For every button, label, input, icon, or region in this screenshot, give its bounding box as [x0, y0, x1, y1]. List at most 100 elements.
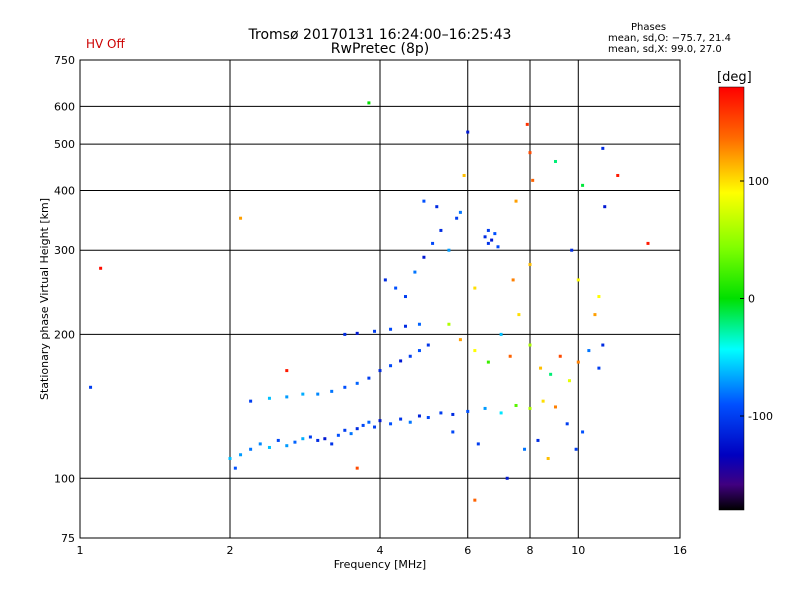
scatter-point [239, 216, 243, 220]
scatter-point [439, 228, 443, 232]
scatter-point [514, 403, 518, 407]
scatter-point [447, 322, 451, 326]
scatter-point [455, 216, 459, 220]
scatter-point [553, 159, 557, 163]
scatter-point [343, 332, 347, 336]
scatter-point [493, 232, 497, 236]
scatter-point [546, 456, 550, 460]
scatter-point [417, 322, 421, 326]
scatter-point [473, 498, 477, 502]
scatter-point [301, 392, 305, 396]
scatter-point [293, 440, 297, 444]
grid-lines [80, 60, 680, 538]
x-axis-ticks: 1 2 4 6 8 10 16 [77, 544, 688, 557]
scatter-point [462, 173, 466, 177]
x-tick-label: 10 [571, 544, 585, 557]
scatter-point [536, 438, 540, 442]
scatter-point [601, 343, 605, 347]
scatter-point [403, 295, 407, 299]
x-tick-label: 16 [673, 544, 687, 557]
scatter-point [486, 241, 490, 245]
scatter-point [587, 349, 591, 353]
scatter-point [476, 442, 480, 446]
scatter-point [576, 360, 580, 364]
scatter-point [483, 406, 487, 410]
scatter-point [239, 453, 243, 457]
scatter-point [336, 433, 340, 437]
scatter-point [499, 332, 503, 336]
scatter-point [399, 359, 403, 363]
scatter-point [473, 286, 477, 290]
y-tick-label: 500 [54, 138, 75, 151]
colorbar-tick-label: -100 [748, 410, 773, 423]
data-points [89, 101, 650, 502]
scatter-point [285, 395, 289, 399]
scatter-point [323, 437, 327, 441]
scatter-point [276, 438, 280, 442]
scatter-point [394, 286, 398, 290]
scatter-point [451, 412, 455, 416]
scatter-point [466, 409, 470, 413]
scatter-point [258, 442, 262, 446]
scatter-point [367, 101, 371, 105]
y-tick-label: 400 [54, 184, 75, 197]
scatter-point [490, 238, 494, 242]
scatter-point [603, 205, 607, 209]
scatter-point [330, 389, 334, 393]
scatter-point [355, 331, 359, 335]
scatter-point [473, 349, 477, 353]
scatter-point [355, 381, 359, 385]
scatter-point [581, 430, 585, 434]
scatter-point [389, 364, 393, 368]
colorbar-unit-label: [deg] [717, 70, 752, 85]
y-tick-label: 600 [54, 100, 75, 113]
scatter-point [528, 263, 532, 267]
x-tick-label: 8 [527, 544, 534, 557]
scatter-point [249, 447, 253, 451]
scatter-point [597, 366, 601, 370]
scatter-point [565, 422, 569, 426]
scatter-point [567, 379, 571, 383]
colorbar-tick-label: 0 [748, 293, 755, 306]
scatter-point [267, 445, 271, 449]
scatter-point [417, 349, 421, 353]
scatter-point [361, 423, 365, 427]
scatter-point [574, 447, 578, 451]
scatter-point [505, 476, 509, 480]
scatter-point [343, 428, 347, 432]
scatter-point [99, 266, 103, 270]
scatter-point [486, 360, 490, 364]
scatter-point [389, 327, 393, 331]
scatter-point [316, 438, 320, 442]
scatter-point [528, 151, 532, 155]
scatter-point [458, 210, 462, 214]
scatter-point [426, 343, 430, 347]
scatter-point [308, 435, 312, 439]
x-axis-label: Frequency [MHz] [334, 558, 426, 571]
colorbar-ticks: 100 0 -100 [740, 175, 773, 423]
scatter-point [483, 235, 487, 239]
colorbar-tick-label: 100 [748, 175, 769, 188]
scatter-point [267, 396, 271, 400]
x-tick-label: 1 [77, 544, 84, 557]
scatter-point [511, 278, 515, 282]
scatter-point [367, 376, 371, 380]
scatter-point [422, 255, 426, 259]
y-tick-label: 750 [54, 54, 75, 67]
scatter-point [447, 248, 451, 252]
scatter-point [285, 369, 289, 373]
scatter-point [539, 366, 543, 370]
x-tick-label: 2 [227, 544, 234, 557]
scatter-point [408, 354, 412, 358]
scatter-point [367, 420, 371, 424]
scatter-point [355, 427, 359, 431]
scatter-point [349, 432, 353, 436]
scatter-point [517, 313, 521, 317]
scatter-point [285, 444, 289, 448]
y-tick-label: 300 [54, 244, 75, 257]
scatter-point [496, 245, 500, 249]
hv-status-label: HV Off [86, 37, 125, 51]
scatter-point [355, 466, 359, 470]
scatter-point [549, 372, 553, 376]
